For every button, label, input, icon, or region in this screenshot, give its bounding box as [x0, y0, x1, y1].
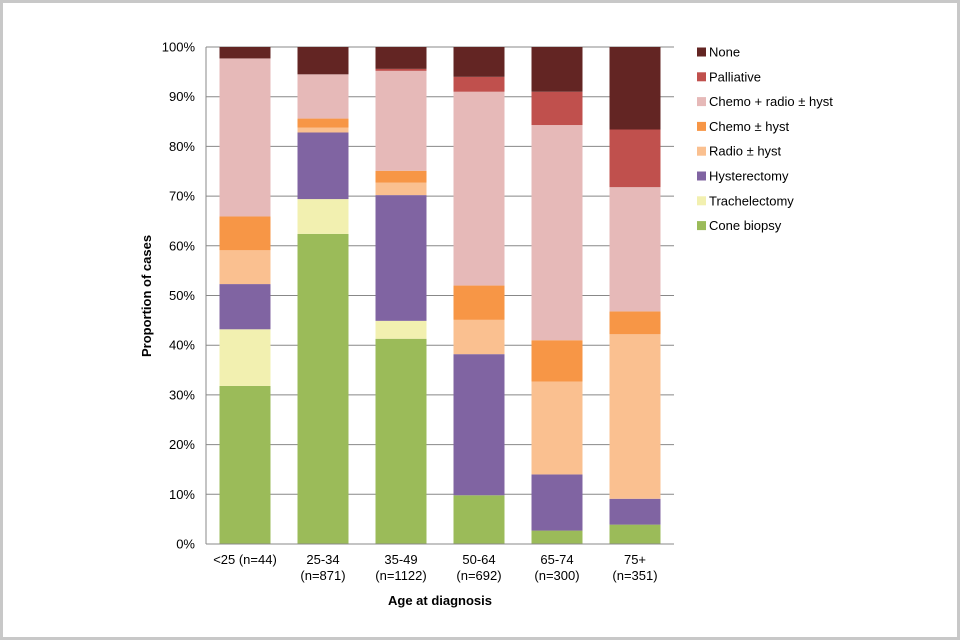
x-axis-title: Age at diagnosis — [388, 593, 492, 608]
y-tick-label: 70% — [169, 189, 195, 204]
bar-segment — [375, 338, 427, 544]
y-tick-label: 10% — [169, 487, 195, 502]
bar-segment — [297, 74, 349, 119]
bar-segment — [375, 170, 427, 183]
bar-segment — [609, 129, 661, 188]
legend-label: Chemo + radio ± hyst — [709, 94, 833, 109]
legend-label: None — [709, 45, 740, 60]
gridlines — [206, 46, 674, 495]
bars — [219, 47, 661, 544]
x-tick-label: (n=692) — [456, 568, 501, 583]
x-tick-label: 25-34 — [306, 552, 339, 567]
bar-segment — [609, 334, 661, 499]
x-tick-label: 35-49 — [384, 552, 417, 567]
bar-segment — [297, 47, 349, 75]
bar-segment — [219, 250, 271, 285]
legend-label: Palliative — [709, 69, 761, 84]
y-tick-label: 0% — [176, 537, 195, 552]
bar-segment — [375, 182, 427, 196]
bar-segment — [453, 319, 505, 355]
bar-segment — [609, 187, 661, 312]
bar-segment — [531, 91, 583, 126]
legend-swatch — [697, 171, 706, 181]
y-tick-label: 60% — [169, 238, 195, 253]
x-tick-label: 75+ — [624, 552, 646, 567]
legend-swatch — [697, 121, 706, 131]
y-tick-labels: 0% 10% 20% 30% 40% 50% 60% 70% 80% 90% 100% — [162, 40, 196, 552]
bar-segment — [297, 233, 349, 544]
bar-segment — [219, 284, 271, 330]
x-tick-label: 65-74 — [540, 552, 573, 567]
bar-segment — [219, 58, 271, 217]
bar-segment — [219, 216, 271, 251]
y-tick-label: 30% — [169, 387, 195, 402]
bar-segment — [531, 340, 583, 382]
x-tick-label: (n=871) — [300, 568, 345, 583]
bar-segment — [375, 68, 427, 71]
legend-swatch — [697, 196, 706, 206]
legend-swatch — [697, 47, 706, 57]
bar-segment — [219, 329, 271, 386]
bar-segment — [531, 47, 583, 92]
bar-segment — [453, 495, 505, 544]
bar-segment — [531, 530, 583, 544]
legend-swatch — [697, 146, 706, 156]
legend: None Palliative Chemo + radio ± hyst Chemo … — [697, 45, 833, 233]
legend-label: Trachelectomy — [709, 193, 794, 208]
y-tick-label: 50% — [169, 288, 195, 303]
x-tick-labels: <25 (n=44) 25-34(n=871) 35-49(n=1122) 50-64… — [213, 552, 657, 583]
y-axis-title: Proportion of cases — [139, 235, 154, 357]
y-tick-label: 80% — [169, 139, 195, 154]
legend-swatch — [697, 72, 706, 82]
legend-label: Cone biopsy — [709, 218, 782, 233]
bar-segment — [531, 381, 583, 475]
y-tick-label: 100% — [162, 40, 196, 55]
legend-label: Radio ± hyst — [709, 144, 782, 159]
bar-segment — [219, 47, 271, 59]
bar-segment — [219, 385, 271, 544]
bar-segment — [531, 125, 583, 341]
y-tick-label: 40% — [169, 338, 195, 353]
bar-segment — [453, 91, 505, 286]
bar-segment — [453, 76, 505, 92]
x-tick-label: (n=300) — [534, 568, 579, 583]
legend-label: Chemo ± hyst — [709, 119, 789, 134]
legend-label: Hysterectomy — [709, 169, 789, 184]
bar-segment — [297, 118, 349, 128]
bar-segment — [375, 47, 427, 69]
bar-segment — [609, 524, 661, 544]
axes — [205, 47, 674, 545]
bar-segment — [375, 195, 427, 321]
legend-swatch — [697, 221, 706, 231]
bar-segment — [375, 320, 427, 339]
bar-segment — [453, 47, 505, 77]
y-tick-label: 90% — [169, 89, 195, 104]
legend-swatch — [697, 97, 706, 107]
x-tick-label: 50-64 — [462, 552, 495, 567]
bar-segment — [297, 127, 349, 133]
bar-segment — [609, 47, 661, 130]
bar-segment — [375, 70, 427, 171]
bar-segment — [531, 474, 583, 531]
bar-segment — [297, 199, 349, 234]
bar-segment — [297, 132, 349, 200]
bar-segment — [453, 354, 505, 496]
bar-segment — [609, 498, 661, 525]
bar-segment — [609, 311, 661, 335]
x-tick-label: (n=351) — [612, 568, 657, 583]
x-tick-label: <25 (n=44) — [213, 552, 277, 567]
bar-segment — [453, 285, 505, 320]
y-tick-label: 20% — [169, 437, 195, 452]
x-tick-label: (n=1122) — [375, 568, 426, 583]
